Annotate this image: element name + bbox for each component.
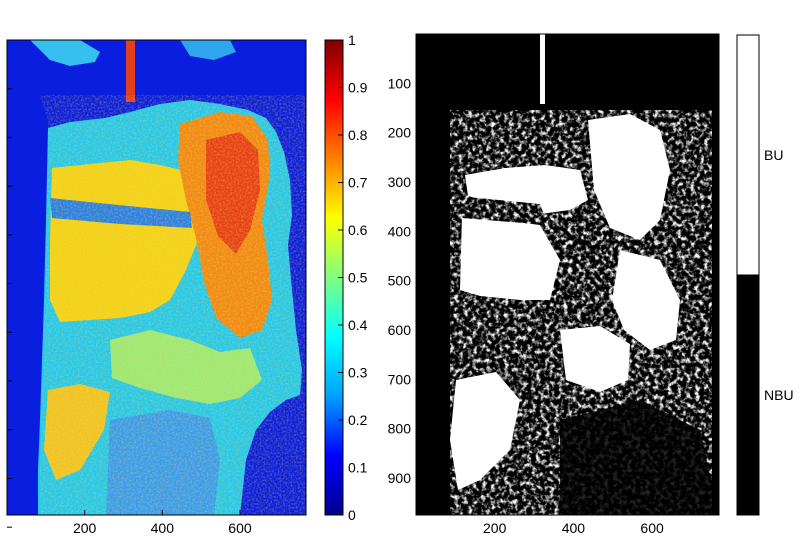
colorbar-tick-label: 0.3 (348, 365, 368, 381)
right-mask-panel (416, 34, 719, 515)
colorbar-tick-label: 0 (348, 507, 356, 523)
y-tick-label: 200 (388, 125, 412, 141)
y-tick-label: 600 (388, 322, 412, 338)
colorbar-tick-label: 0.9 (348, 80, 368, 96)
colorbar-tick-label: 0.7 (348, 175, 368, 191)
north-shore-east (180, 40, 236, 60)
y-tick-label: 300 (388, 174, 412, 190)
left-axes-frame (6, 39, 307, 516)
label-nbu: NBU (764, 387, 794, 403)
colorbar-categorical: BU NBU (736, 34, 794, 516)
colorbar-tick-label: 0.6 (348, 222, 368, 238)
right-axes-frame (415, 33, 720, 516)
x-tick-label: 600 (640, 520, 664, 536)
x-tick-label: 400 (562, 520, 586, 536)
right-y-axis: 100 200 300 400 500 600 700 800 900 (388, 75, 421, 486)
bridge-mask (540, 34, 545, 104)
colorbar-tick-label: 0.1 (348, 460, 368, 476)
left-image-panel (7, 40, 306, 515)
colorbar-tick-label: 1 (348, 32, 356, 48)
speckle-texture (40, 95, 306, 515)
mask-west-water (416, 34, 446, 515)
y-tick-label: 900 (388, 470, 412, 486)
x-tick-label: 600 (228, 520, 252, 536)
colorbar-tick-label: 0.2 (348, 412, 368, 428)
x-tick-label: 200 (483, 520, 507, 536)
label-bu: BU (764, 147, 783, 163)
y-tick-label: 500 (388, 273, 412, 289)
bridge (126, 40, 135, 102)
y-tick-label: 800 (388, 421, 412, 437)
mask-south-dark (560, 400, 719, 515)
y-tick-label: 700 (388, 371, 412, 387)
north-shore (30, 40, 100, 66)
right-x-axis: 200 400 600 (483, 510, 664, 536)
left-x-axis: 200 400 600 (73, 510, 252, 536)
x-tick-label: 200 (73, 520, 97, 536)
colorbar-nbu-segment (736, 274, 760, 516)
y-tick-label: 100 (388, 75, 412, 91)
colorbar-bu-segment (736, 34, 760, 276)
y-tick-label: 400 (388, 223, 412, 239)
left-y-axis (7, 88, 12, 528)
x-tick-label: 400 (151, 520, 175, 536)
colorbar-tick-label: 0.5 (348, 270, 368, 286)
colorbar-ticks: 1 0.9 0.8 0.7 0.6 0.5 0.4 0.3 0.2 0.1 0 (338, 32, 368, 523)
colorbar-tick-label: 0.4 (348, 317, 368, 333)
colorbar-tick-label: 0.8 (348, 127, 368, 143)
